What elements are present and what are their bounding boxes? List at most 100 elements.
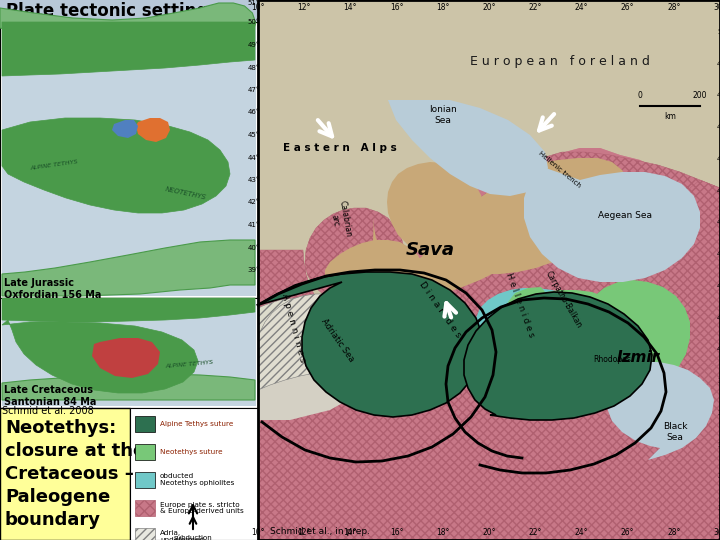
Polygon shape <box>370 158 628 314</box>
Text: 20°: 20° <box>482 528 496 537</box>
FancyBboxPatch shape <box>0 22 258 298</box>
Polygon shape <box>576 280 690 402</box>
Text: obducted
Neotethys ophiolites: obducted Neotethys ophiolites <box>160 474 235 487</box>
Text: 28°: 28° <box>667 528 680 537</box>
Text: 22°: 22° <box>528 528 542 537</box>
Text: A p e n n i n e s: A p e n n i n e s <box>279 293 307 363</box>
Polygon shape <box>2 374 255 400</box>
FancyBboxPatch shape <box>135 472 155 488</box>
FancyBboxPatch shape <box>258 0 720 540</box>
Text: Ionian
Sea: Ionian Sea <box>429 105 457 125</box>
Text: km: km <box>664 112 676 121</box>
Text: 44°: 44° <box>717 219 720 225</box>
Text: Adria,
undeformed: Adria, undeformed <box>160 530 204 540</box>
Text: H e l l e n i d e s: H e l l e n i d e s <box>504 272 536 339</box>
Text: 41°: 41° <box>717 315 720 321</box>
Text: 24°: 24° <box>575 3 588 12</box>
Text: 18°: 18° <box>436 528 449 537</box>
Text: 38°: 38° <box>717 410 720 416</box>
Text: 22°: 22° <box>528 3 542 12</box>
Text: Rhodopes: Rhodopes <box>593 355 631 364</box>
Text: 35°: 35° <box>717 505 720 511</box>
Text: 51°: 51° <box>717 0 720 6</box>
Text: 46°: 46° <box>717 156 720 162</box>
Text: 20°: 20° <box>482 3 496 12</box>
Text: 10°: 10° <box>251 528 265 537</box>
Text: 50°: 50° <box>717 29 720 35</box>
Text: 47°: 47° <box>248 87 260 93</box>
Text: 41°: 41° <box>248 222 260 228</box>
Text: Carpatho-Balkan: Carpatho-Balkan <box>544 270 584 330</box>
Text: 10°: 10° <box>251 3 265 12</box>
Text: 42°: 42° <box>717 283 720 289</box>
Text: 14°: 14° <box>343 528 357 537</box>
FancyBboxPatch shape <box>2 300 256 406</box>
Polygon shape <box>2 22 255 76</box>
Text: Black
Sea: Black Sea <box>662 422 688 442</box>
Text: 50°: 50° <box>248 19 260 25</box>
Text: 49°: 49° <box>717 60 720 66</box>
Text: 39°: 39° <box>248 267 260 273</box>
Text: Adriatic Sea: Adriatic Sea <box>320 317 356 363</box>
Text: 44°: 44° <box>248 154 260 160</box>
Text: 14°: 14° <box>343 3 357 12</box>
FancyBboxPatch shape <box>0 298 258 408</box>
Text: Late Cretaceous
Santonian 84 Ma: Late Cretaceous Santonian 84 Ma <box>4 385 96 407</box>
FancyBboxPatch shape <box>130 408 258 540</box>
Text: 48°: 48° <box>248 64 260 71</box>
Text: 46°: 46° <box>248 110 260 116</box>
Text: Aegean Sea: Aegean Sea <box>598 211 652 219</box>
Text: 48°: 48° <box>717 92 720 98</box>
Text: 24°: 24° <box>575 528 588 537</box>
Text: 12°: 12° <box>297 3 311 12</box>
Text: 26°: 26° <box>621 528 634 537</box>
Text: 39°: 39° <box>717 378 720 384</box>
Text: 37°: 37° <box>717 442 720 448</box>
FancyBboxPatch shape <box>135 444 155 460</box>
Text: 26°: 26° <box>621 3 634 12</box>
Text: 30°: 30° <box>714 3 720 12</box>
Text: 43°: 43° <box>248 177 260 183</box>
Polygon shape <box>544 180 720 398</box>
Text: NEOTETHYS: NEOTETHYS <box>165 186 207 201</box>
Polygon shape <box>2 298 255 322</box>
Text: 43°: 43° <box>717 251 720 257</box>
Polygon shape <box>258 148 720 540</box>
Polygon shape <box>258 272 483 417</box>
Text: ALPINE TETHYS: ALPINE TETHYS <box>165 360 214 369</box>
Polygon shape <box>503 287 646 397</box>
Text: 16°: 16° <box>390 3 403 12</box>
Text: 51°: 51° <box>248 0 260 6</box>
FancyBboxPatch shape <box>0 0 260 22</box>
Text: 47°: 47° <box>717 124 720 130</box>
Polygon shape <box>2 240 255 296</box>
Polygon shape <box>258 294 376 390</box>
Polygon shape <box>136 118 170 142</box>
Text: 18°: 18° <box>436 3 449 12</box>
Text: 45°: 45° <box>248 132 260 138</box>
Text: Hellenic trench: Hellenic trench <box>538 151 582 190</box>
Polygon shape <box>388 100 548 196</box>
Text: Schmid et al. 2008: Schmid et al. 2008 <box>2 406 94 416</box>
Polygon shape <box>2 320 198 393</box>
Text: subduction
polarity: subduction polarity <box>174 535 212 540</box>
Polygon shape <box>258 298 370 390</box>
Text: Plate tectonic setting: Plate tectonic setting <box>6 2 208 20</box>
Polygon shape <box>524 166 700 282</box>
Polygon shape <box>92 338 160 378</box>
Text: Schmid et al., in prep.: Schmid et al., in prep. <box>270 527 370 536</box>
FancyBboxPatch shape <box>2 24 256 296</box>
Text: 30°: 30° <box>714 528 720 537</box>
Polygon shape <box>2 118 230 213</box>
FancyBboxPatch shape <box>135 528 155 540</box>
Text: Calabrian
arc: Calabrian arc <box>327 200 353 240</box>
Text: 40°: 40° <box>248 245 260 251</box>
Text: 0: 0 <box>638 91 642 100</box>
Text: 40°: 40° <box>717 347 720 353</box>
Text: 12°: 12° <box>297 528 311 537</box>
Text: Sava: Sava <box>405 241 454 259</box>
Text: 45°: 45° <box>717 187 720 193</box>
Polygon shape <box>325 198 548 302</box>
Polygon shape <box>0 3 256 50</box>
Text: Neotethys:
closure at the
Cretaceous –
Paleogene
boundary: Neotethys: closure at the Cretaceous – P… <box>5 419 145 529</box>
